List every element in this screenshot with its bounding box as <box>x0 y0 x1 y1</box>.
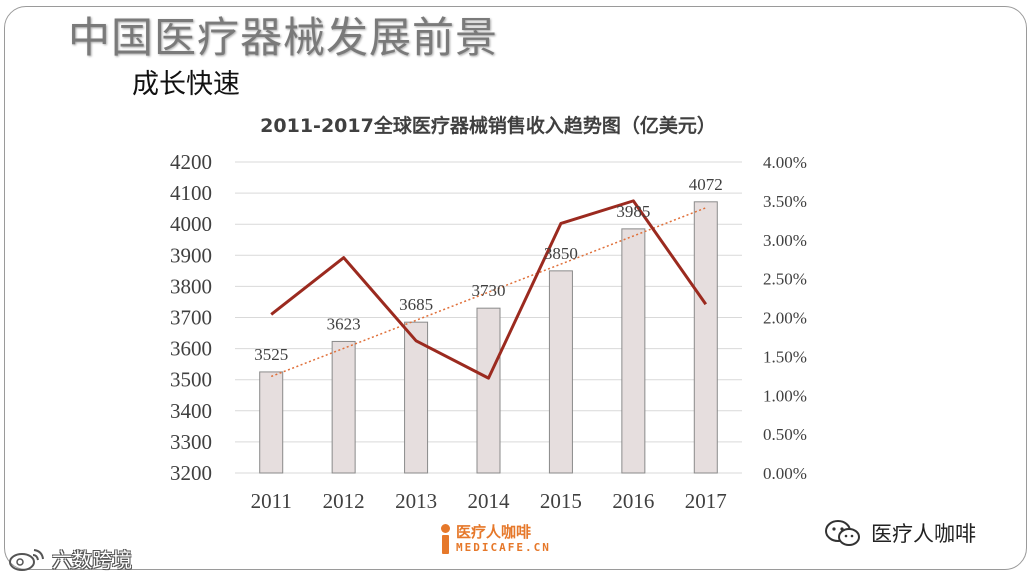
logo-cn-text: 医疗人咖啡 <box>456 523 532 541</box>
weibo-icon <box>9 548 44 571</box>
x-tick-label: 2013 <box>395 489 437 513</box>
x-tick-label: 2017 <box>685 489 727 513</box>
wechat-label: 医疗人咖啡 <box>871 522 976 546</box>
x-tick-label: 2016 <box>612 489 654 513</box>
growth-line-path <box>270 199 708 380</box>
x-tick-label: 2011 <box>251 489 292 513</box>
bar-data-label: 3730 <box>472 281 506 300</box>
y2-tick-label: 2.50% <box>763 270 807 289</box>
bar-data-label: 3850 <box>544 244 578 263</box>
y2-tick-label: 0.50% <box>763 425 807 444</box>
bar <box>259 371 284 474</box>
bar <box>621 228 646 474</box>
bars <box>259 201 718 474</box>
y-tick-label: 3900 <box>170 243 212 267</box>
y2-tick-label: 3.00% <box>763 231 807 250</box>
bar-data-label: 4072 <box>689 175 723 194</box>
x-tick-label: 2014 <box>468 489 511 513</box>
y2-tick-label: 1.50% <box>763 347 807 366</box>
bar <box>693 201 718 474</box>
y-tick-label: 4200 <box>170 150 212 174</box>
y2-tick-label: 2.00% <box>763 309 807 328</box>
y-tick-label: 3700 <box>170 306 212 330</box>
y-tick-label: 3200 <box>170 461 212 485</box>
person-icon <box>438 524 452 554</box>
y-tick-label: 3800 <box>170 274 212 298</box>
y-tick-label: 4100 <box>170 181 212 205</box>
wechat-icon <box>825 520 860 546</box>
y2-tick-label: 3.50% <box>763 192 807 211</box>
bar-data-label: 3685 <box>399 295 433 314</box>
bar <box>476 307 501 474</box>
wechat-account: 医疗人咖啡 <box>823 518 976 548</box>
bar <box>331 340 356 474</box>
y2-tick-label: 1.00% <box>763 386 807 405</box>
slide-frame <box>4 6 1027 570</box>
y-tick-label: 3400 <box>170 399 212 423</box>
x-axis: 2011 2012 2013 2014 2015 2016 2017 <box>251 489 727 513</box>
slide-title: 中国医疗器械发展前景 <box>68 13 499 62</box>
medicafe-logo: 医疗人咖啡 MEDICAFE.CN <box>438 524 551 554</box>
y2-tick-label: 4.00% <box>763 153 807 172</box>
y-tick-label: 3300 <box>170 430 212 454</box>
y-axis-left: 3200 3300 3400 3500 3600 3700 3800 3900 4000 4100… <box>170 150 212 485</box>
y2-tick-label: 0.00% <box>763 464 807 483</box>
chart-title: 2011-2017全球医疗器械销售收入趋势图（亿美元） <box>260 114 716 137</box>
bar-data-label: 3985 <box>616 202 650 221</box>
logo-en-text: MEDICAFE.CN <box>456 541 551 554</box>
x-tick-label: 2015 <box>540 489 582 513</box>
y-tick-label: 4000 <box>170 212 212 236</box>
data-labels: 3525 3623 3685 3730 3850 3985 4072 <box>254 175 723 364</box>
watermark-text: 六数跨境 <box>52 548 132 572</box>
bar-data-label: 3623 <box>327 314 361 333</box>
x-tick-label: 2012 <box>323 489 365 513</box>
bar <box>548 270 573 474</box>
growth-line <box>270 199 708 380</box>
bar-data-label: 3525 <box>254 345 288 364</box>
y-tick-label: 3600 <box>170 337 212 361</box>
y-axis-right: 0.00% 0.50% 1.00% 1.50% 2.00% 2.50% 3.00% 3.50%… <box>763 153 807 483</box>
trendline-path <box>270 207 707 378</box>
bar <box>404 321 429 474</box>
trendline <box>270 207 707 378</box>
y-tick-label: 3500 <box>170 368 212 392</box>
slide-subtitle: 成长快速 <box>132 69 240 100</box>
watermark: 六数跨境 <box>8 544 132 573</box>
